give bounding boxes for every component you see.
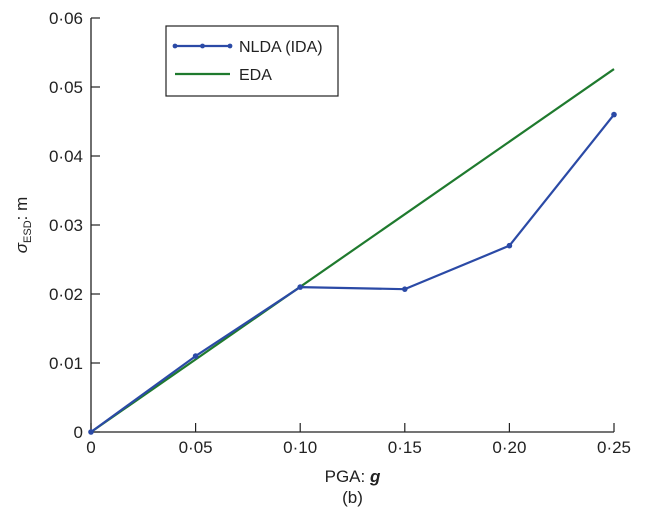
legend-label: EDA [239, 67, 272, 84]
y-axis-title: σESD: m [12, 197, 34, 254]
figure-caption: (b) [342, 488, 363, 507]
y-ticks: 0 0·01 0·02 0·03 0·04 0·05 0·06 [49, 9, 100, 442]
x-tick-label: 0·15 [388, 438, 422, 457]
legend-label: NLDA (IDA) [239, 39, 323, 56]
x-ticks: 0 0·05 0·10 0·15 0·20 0·25 [86, 423, 631, 457]
y-tick-label: 0·02 [49, 285, 83, 304]
data-point [297, 284, 304, 290]
x-tick-label: 0·25 [597, 438, 631, 457]
legend: NLDA (IDA) EDA [165, 25, 339, 97]
x-tick-label: 0·10 [283, 438, 317, 457]
data-point [192, 353, 199, 359]
y-tick-label: 0·04 [49, 147, 83, 166]
y-tick-label: 0·05 [49, 78, 83, 97]
legend-marker [227, 43, 233, 49]
x-axis-title-prefix: PGA: [325, 467, 370, 486]
y-axis-title-suffix: : m [12, 197, 31, 221]
x-axis-title: PGA: g [325, 467, 381, 486]
y-tick-label: 0 [74, 423, 83, 442]
legend-marker [172, 43, 178, 49]
series-line-nlda [90, 113, 615, 433]
data-point [611, 111, 617, 118]
series-line-eda [90, 68, 615, 433]
y-tick-label: 0·01 [49, 354, 83, 373]
y-tick-label: 0·03 [49, 216, 83, 235]
series-layer [88, 68, 617, 435]
legend-box [165, 25, 339, 97]
legend-marker [200, 43, 205, 49]
y-axis-title-subscript: ESD [22, 220, 34, 243]
x-axis-title-var: g [369, 467, 381, 486]
y-tick-label: 0·06 [49, 9, 83, 28]
data-point [506, 242, 513, 249]
x-tick-label: 0·05 [179, 438, 213, 457]
x-tick-label: 0·20 [492, 438, 526, 457]
y-axis-title-symbol: σ [12, 242, 31, 253]
x-tick-label: 0 [86, 438, 95, 457]
data-point [88, 429, 94, 435]
data-point [402, 286, 408, 292]
